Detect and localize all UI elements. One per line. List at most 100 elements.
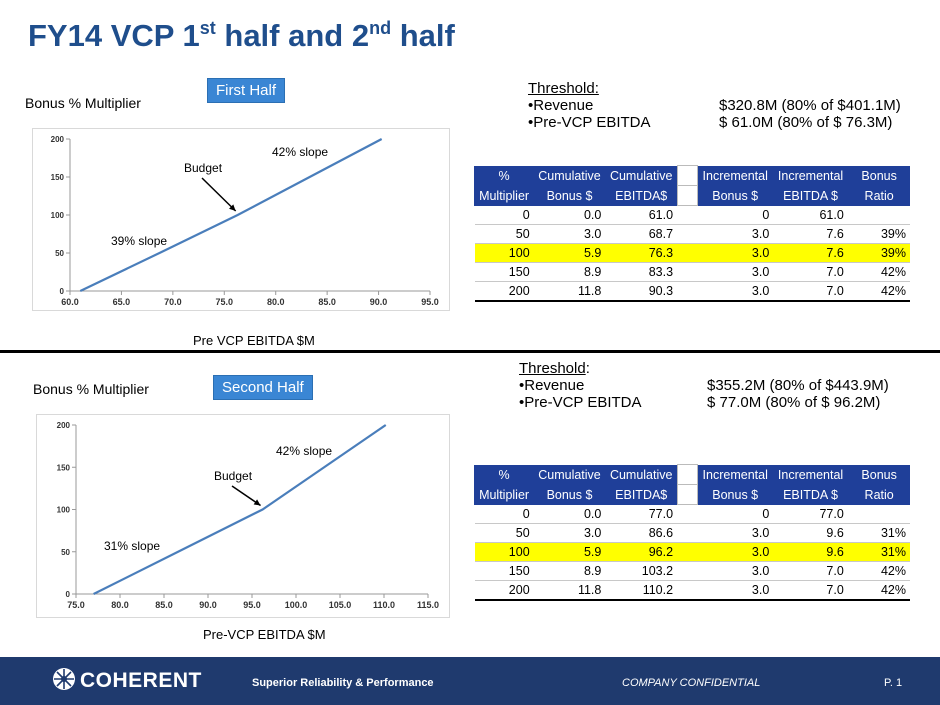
second-revenue-value: $355.2M (80% of $443.9M) (707, 377, 889, 394)
table-cell: 50 (474, 523, 534, 543)
second-y-axis-label: Bonus % Multiplier (33, 381, 149, 397)
table-cell: 3.0 (697, 561, 774, 581)
table-cell: 7.0 (773, 580, 848, 601)
table-cell: 200 (474, 281, 534, 302)
table-header-cell: Bonus $ (533, 185, 606, 206)
page-number: P. 1 (884, 677, 903, 689)
table-cell: 3.0 (697, 542, 774, 562)
table-header-row: % Cumulative Cumulative Incremental Incremen… (473, 464, 910, 485)
table-cell (677, 542, 698, 562)
first-revenue-value: $320.8M (80% of $401.1M) (719, 97, 901, 114)
second-half-label: Second Half (213, 375, 313, 400)
second-threshold-heading: Threshold: (519, 360, 590, 377)
table-header-cell (676, 484, 698, 505)
y-tick-label: 150 (51, 173, 65, 182)
table-header-cell: Cumulative (604, 464, 678, 485)
second-half-table: % Cumulative Cumulative Incremental Incremen… (473, 464, 910, 601)
table-cell: 9.6 (773, 542, 848, 562)
budget-arrow-head (229, 204, 236, 211)
y-tick-label: 150 (57, 463, 71, 472)
coherent-logo-icon (53, 668, 75, 690)
x-tick-label: 80.0 (111, 600, 129, 610)
table-cell: 8.9 (533, 561, 606, 581)
table-cell: 3.0 (697, 224, 774, 244)
series-line (93, 424, 387, 595)
chart-annotation: Budget (184, 161, 223, 175)
table-cell: 61.0 (773, 205, 848, 225)
first-half-table: % Cumulative Cumulative Incremental Incremen… (473, 165, 910, 302)
table-header-row: Multiplier Bonus $ EBITDA$ Bonus $ EBITDA $ R… (473, 185, 910, 206)
table-cell (847, 504, 910, 524)
page-title: FY14 VCP 1st half and 2nd half (28, 18, 455, 53)
table-cell: 96.2 (605, 542, 678, 562)
table-cell: 0.0 (533, 504, 606, 524)
table-cell (847, 205, 910, 225)
table-header-cell (676, 464, 698, 485)
section-divider (0, 350, 940, 353)
table-cell: 9.6 (773, 523, 848, 543)
table-cell: 83.3 (605, 262, 678, 282)
table-header-cell: % (473, 464, 534, 485)
x-tick-label: 60.0 (61, 297, 79, 307)
x-tick-label: 90.0 (199, 600, 217, 610)
x-tick-label: 115.0 (417, 600, 439, 610)
coherent-logo: COHERENT (80, 669, 202, 692)
table-cell: 7.0 (773, 262, 848, 282)
budget-arrow (201, 177, 237, 212)
table-cell: 0 (474, 504, 534, 524)
table-cell: 7.0 (773, 281, 848, 302)
table-header-cell (676, 165, 698, 186)
table-row: 150 8.9 103.2 3.0 7.0 42% (474, 561, 910, 581)
table-cell: 42% (847, 262, 910, 282)
table-cell: 100 (474, 542, 534, 562)
table-header-cell: Cumulative (604, 165, 678, 186)
table-cell: 11.8 (533, 580, 606, 601)
table-header-cell: EBITDA $ (772, 484, 848, 505)
table-cell: 42% (847, 281, 910, 302)
second-half-chart: 0 50 100 150 200 75.0 80.0 85.0 90.0 95.0 100.0 105… (57, 421, 439, 610)
y-tick-label: 200 (57, 421, 71, 430)
table-cell (677, 281, 698, 302)
first-x-axis-label: Pre VCP EBITDA $M (193, 333, 315, 348)
table-cell: 200 (474, 580, 534, 601)
table-cell (677, 243, 698, 263)
first-half-label: First Half (207, 78, 285, 103)
table-row: 200 11.8 90.3 3.0 7.0 42% (474, 281, 910, 302)
table-cell: 5.9 (533, 542, 606, 562)
y-tick-label: 50 (55, 249, 64, 258)
x-tick-label: 85.0 (318, 297, 336, 307)
table-cell: 68.7 (605, 224, 678, 244)
table-header-row: Multiplier Bonus $ EBITDA$ Bonus $ EBITDA $ R… (473, 484, 910, 505)
x-tick-label: 105.0 (329, 600, 352, 610)
second-revenue-label: •Revenue (519, 377, 585, 394)
chart-annotation: 31% slope (104, 539, 160, 553)
x-tick-label: 95.0 (421, 297, 439, 307)
table-header-cell: Ratio (847, 484, 910, 505)
table-cell: 150 (474, 262, 534, 282)
table-cell: 3.0 (697, 523, 774, 543)
table-cell (677, 504, 698, 524)
table-header-cell: Incremental (696, 165, 774, 186)
table-header-cell: Incremental (772, 165, 848, 186)
table-cell: 103.2 (605, 561, 678, 581)
table-cell: 5.9 (533, 243, 606, 263)
second-x-axis-label: Pre-VCP EBITDA $M (203, 627, 326, 642)
table-cell (677, 224, 698, 244)
table-row: 200 11.8 110.2 3.0 7.0 42% (474, 580, 910, 601)
table-cell: 77.0 (605, 504, 678, 524)
table-cell: 42% (847, 561, 910, 581)
chart-annotation: 42% slope (276, 444, 332, 458)
table-cell: 39% (847, 243, 910, 263)
table-header-cell: EBITDA$ (604, 185, 678, 206)
table-cell: 61.0 (605, 205, 678, 225)
table-row: 0 0.0 77.0 0 77.0 (474, 504, 910, 524)
table-cell: 8.9 (533, 262, 606, 282)
table-cell: 50 (474, 224, 534, 244)
table-row: 100 5.9 76.3 3.0 7.6 39% (474, 243, 910, 263)
table-row: 150 8.9 83.3 3.0 7.0 42% (474, 262, 910, 282)
footer-tagline: Superior Reliability & Performance (252, 677, 434, 689)
table-cell: 7.6 (773, 243, 848, 263)
table-cell: 42% (847, 580, 910, 601)
y-tick-label: 0 (60, 287, 65, 296)
x-tick-label: 70.0 (164, 297, 182, 307)
